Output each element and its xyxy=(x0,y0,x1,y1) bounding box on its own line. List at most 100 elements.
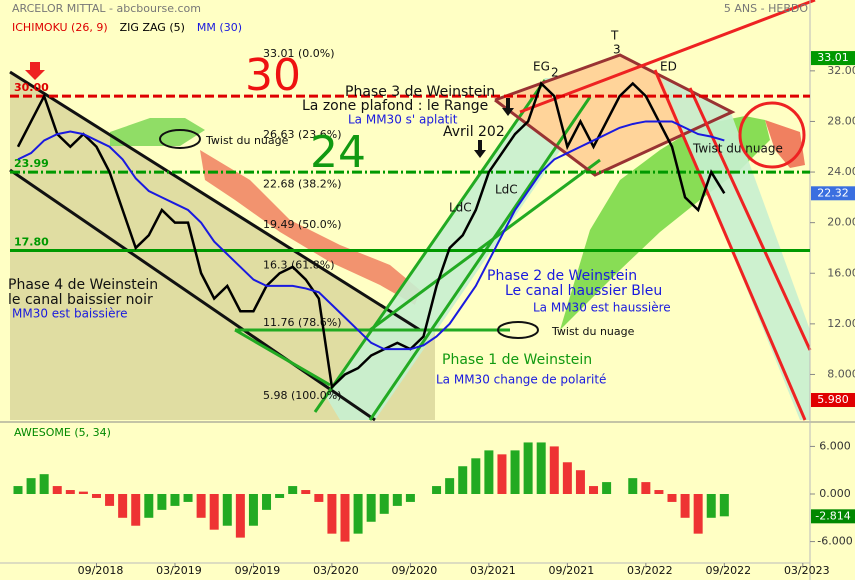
channel-line xyxy=(9,70,421,332)
bar xyxy=(353,494,363,534)
x-tick-label: 03/2023 xyxy=(784,564,830,577)
bar xyxy=(536,442,546,494)
y-tick-label: 24.00 xyxy=(827,165,855,178)
fib-label: 19.49 (50.0%) xyxy=(263,218,342,231)
annotation: EG xyxy=(533,60,550,74)
price-line xyxy=(17,120,725,351)
bar xyxy=(275,494,285,498)
annotation: Avril 202 xyxy=(443,124,505,140)
fib-label: 5.98 (100.0%) xyxy=(263,389,342,402)
annotation: Twist du nuage xyxy=(692,142,783,156)
legend-entry: ICHIMOKU (26, 9) xyxy=(12,21,108,34)
annotation: Phase 4 de Weinstein xyxy=(8,277,158,293)
annotation: Twist du nuage xyxy=(205,134,289,147)
channel-line xyxy=(313,79,547,413)
annotation: LdC xyxy=(495,183,518,197)
bar xyxy=(628,478,638,494)
channel-line xyxy=(368,96,592,421)
annotation: La MM30 change de polarité xyxy=(436,373,606,387)
legend-entry: MM (30) xyxy=(197,21,242,34)
x-tick-label: 03/2022 xyxy=(627,564,673,577)
bar xyxy=(719,494,729,517)
y-tick-label: 28.00 xyxy=(827,114,855,127)
channel-line xyxy=(369,158,601,332)
bar xyxy=(366,494,376,522)
price-box xyxy=(811,51,855,66)
y-tick-label: 32.00 xyxy=(827,64,855,77)
support-line xyxy=(234,328,331,387)
y-tick-label: 6.000 xyxy=(819,439,851,452)
range-lines xyxy=(494,53,736,177)
bar xyxy=(209,494,219,530)
x-tick-label: 09/2018 xyxy=(78,564,124,577)
highlight-circle xyxy=(738,101,806,169)
fib-label: 16.3 (61.8%) xyxy=(263,258,335,271)
fib-label: 26.63 (23.6%) xyxy=(263,128,342,141)
fib-label: 22.68 (38.2%) xyxy=(263,178,342,191)
last-price-box xyxy=(811,186,855,201)
y-tick-label: 12.00 xyxy=(827,317,855,330)
x-tick-label: 03/2021 xyxy=(470,564,516,577)
bar xyxy=(170,494,180,506)
bar xyxy=(706,494,716,518)
annotation: le canal baissier noir xyxy=(8,292,153,308)
annotation: 30 xyxy=(245,50,301,101)
arrow xyxy=(474,140,486,158)
bar xyxy=(549,446,559,494)
annotation: T xyxy=(610,29,619,43)
bar xyxy=(52,486,62,494)
bar xyxy=(432,486,442,494)
x-tick-label: 09/2020 xyxy=(392,564,438,577)
bar xyxy=(405,494,415,502)
y-tick-label: -6.000 xyxy=(817,535,852,548)
fib-label: 33.01 (0.0%) xyxy=(263,47,335,60)
bar xyxy=(510,450,520,494)
bar xyxy=(667,494,677,502)
bar xyxy=(562,462,572,494)
bar xyxy=(65,490,75,494)
annotation: La zone plafond : le Range xyxy=(302,98,488,114)
bar xyxy=(602,482,612,494)
annotation: 24 xyxy=(310,127,366,178)
x-tick-label: 03/2019 xyxy=(156,564,202,577)
bar xyxy=(314,494,324,502)
y-tick-label: 16.00 xyxy=(827,266,855,279)
bar xyxy=(157,494,167,510)
price-line xyxy=(16,81,726,390)
last-ao-box-label: -2.814 xyxy=(815,509,850,522)
bar xyxy=(471,458,481,494)
annotation: 3 xyxy=(613,43,621,57)
bar xyxy=(131,494,141,526)
twist-marker xyxy=(159,129,201,149)
phase3-channel xyxy=(660,75,810,420)
chart-title: ARCELOR MITTAL - abcbourse.com xyxy=(12,2,201,15)
annotations: 30 24 Phase 3 de Weinstein La zone plafo… xyxy=(8,29,783,387)
bar xyxy=(654,490,664,494)
x-tick-label: 09/2022 xyxy=(705,564,751,577)
bar xyxy=(26,478,36,494)
bar xyxy=(39,474,49,494)
price-box-label: 5.980 xyxy=(817,393,849,406)
bar xyxy=(262,494,272,510)
last-ao-box xyxy=(811,509,855,524)
annotation: MM30 est baissière xyxy=(12,307,128,321)
annotation: Phase 1 de Weinstein xyxy=(442,352,592,368)
bar xyxy=(327,494,337,534)
bar xyxy=(458,466,468,494)
bar xyxy=(13,486,23,494)
channel-line xyxy=(519,0,816,114)
level-label: 17.80 xyxy=(14,235,49,248)
bar xyxy=(445,478,455,494)
arrow xyxy=(25,62,45,80)
bar xyxy=(392,494,402,506)
panel-title: AWESOME (5, 34) xyxy=(14,426,111,439)
bar xyxy=(589,486,599,494)
bar xyxy=(222,494,232,526)
last-price-box-label: 22.32 xyxy=(817,186,849,199)
channel-line xyxy=(653,69,807,421)
cloud xyxy=(200,150,420,305)
fib-label: 11.76 (78.6%) xyxy=(263,316,342,329)
annotation: LdC xyxy=(449,201,472,215)
channel-line xyxy=(688,87,812,351)
